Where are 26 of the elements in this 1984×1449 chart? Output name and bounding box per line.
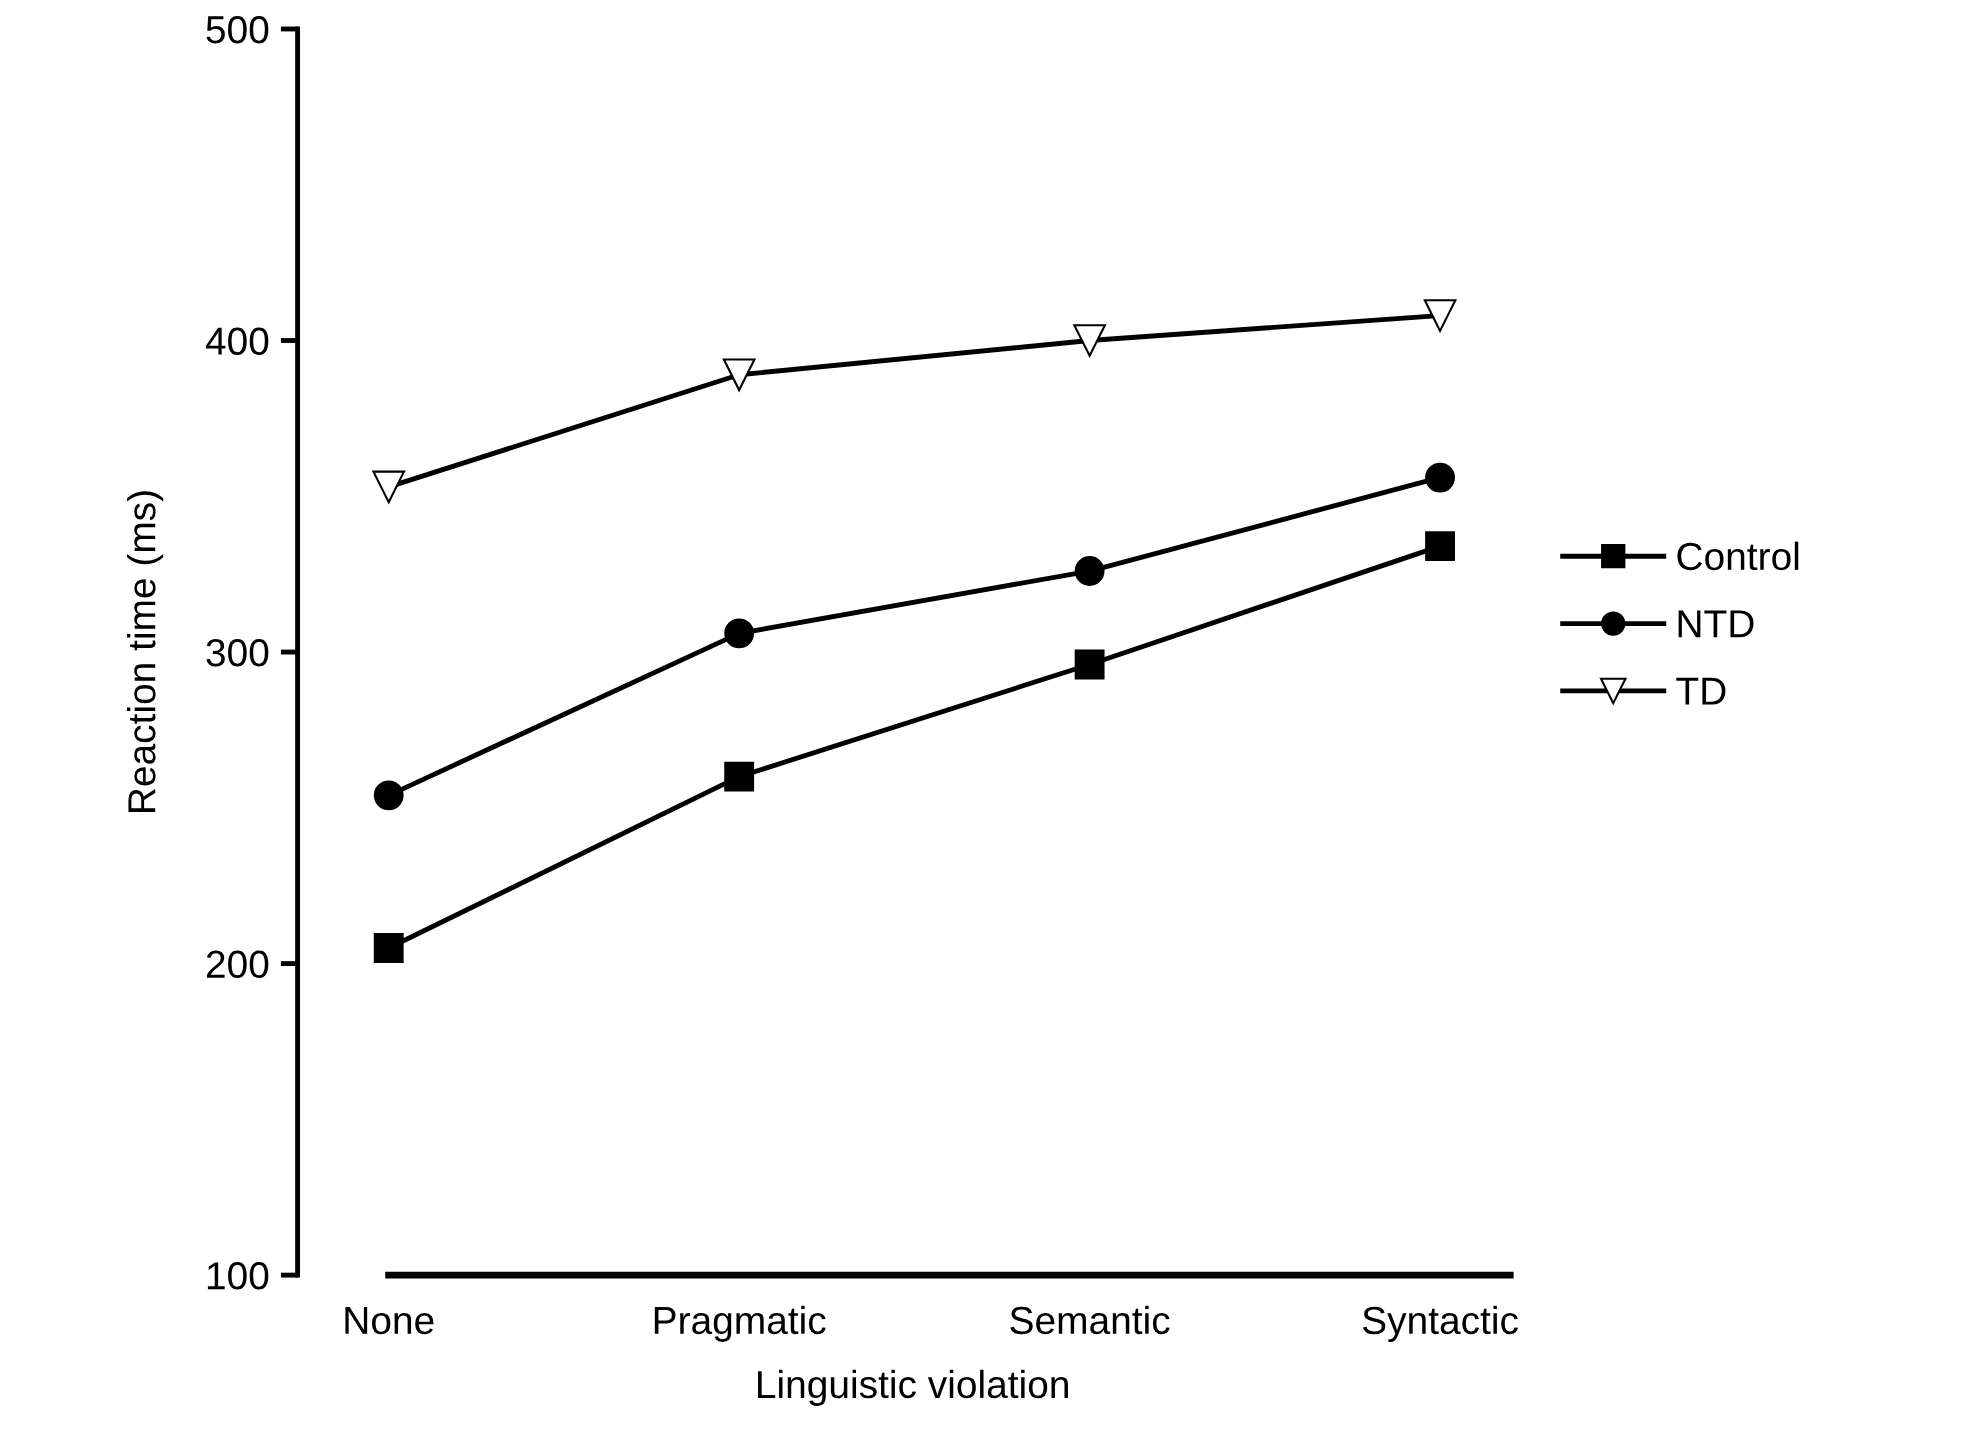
legend-label: TD [1676,677,1726,705]
point [372,470,406,504]
x-tick-label: Pragmatic [654,1305,826,1342]
point [1425,531,1455,562]
point [1074,556,1105,586]
point [1423,299,1457,332]
y-tick-label: 100 [207,1262,269,1290]
y-tick-label: 500 [206,15,269,44]
point [373,933,404,963]
y-tick-label: 200 [206,950,269,979]
point [1074,649,1105,680]
legend-label: Control [1677,541,1799,571]
point [373,780,404,811]
point [1425,462,1455,493]
x-axis-title: Linguistic violation [758,1369,1068,1406]
y-tick-label: 400 [205,327,269,355]
point [724,618,755,649]
y-axis-title: Reaction time (ms) [127,491,164,812]
legend-label: NTD [1678,610,1754,638]
point [722,358,756,392]
x-tick-label: None [345,1307,434,1335]
x-tick-label: Syntactic [1362,1305,1518,1342]
point [1073,324,1106,357]
y-tick-label: 300 [206,638,269,667]
point [724,761,755,792]
x-tick-label: Semantic [1010,1305,1170,1335]
